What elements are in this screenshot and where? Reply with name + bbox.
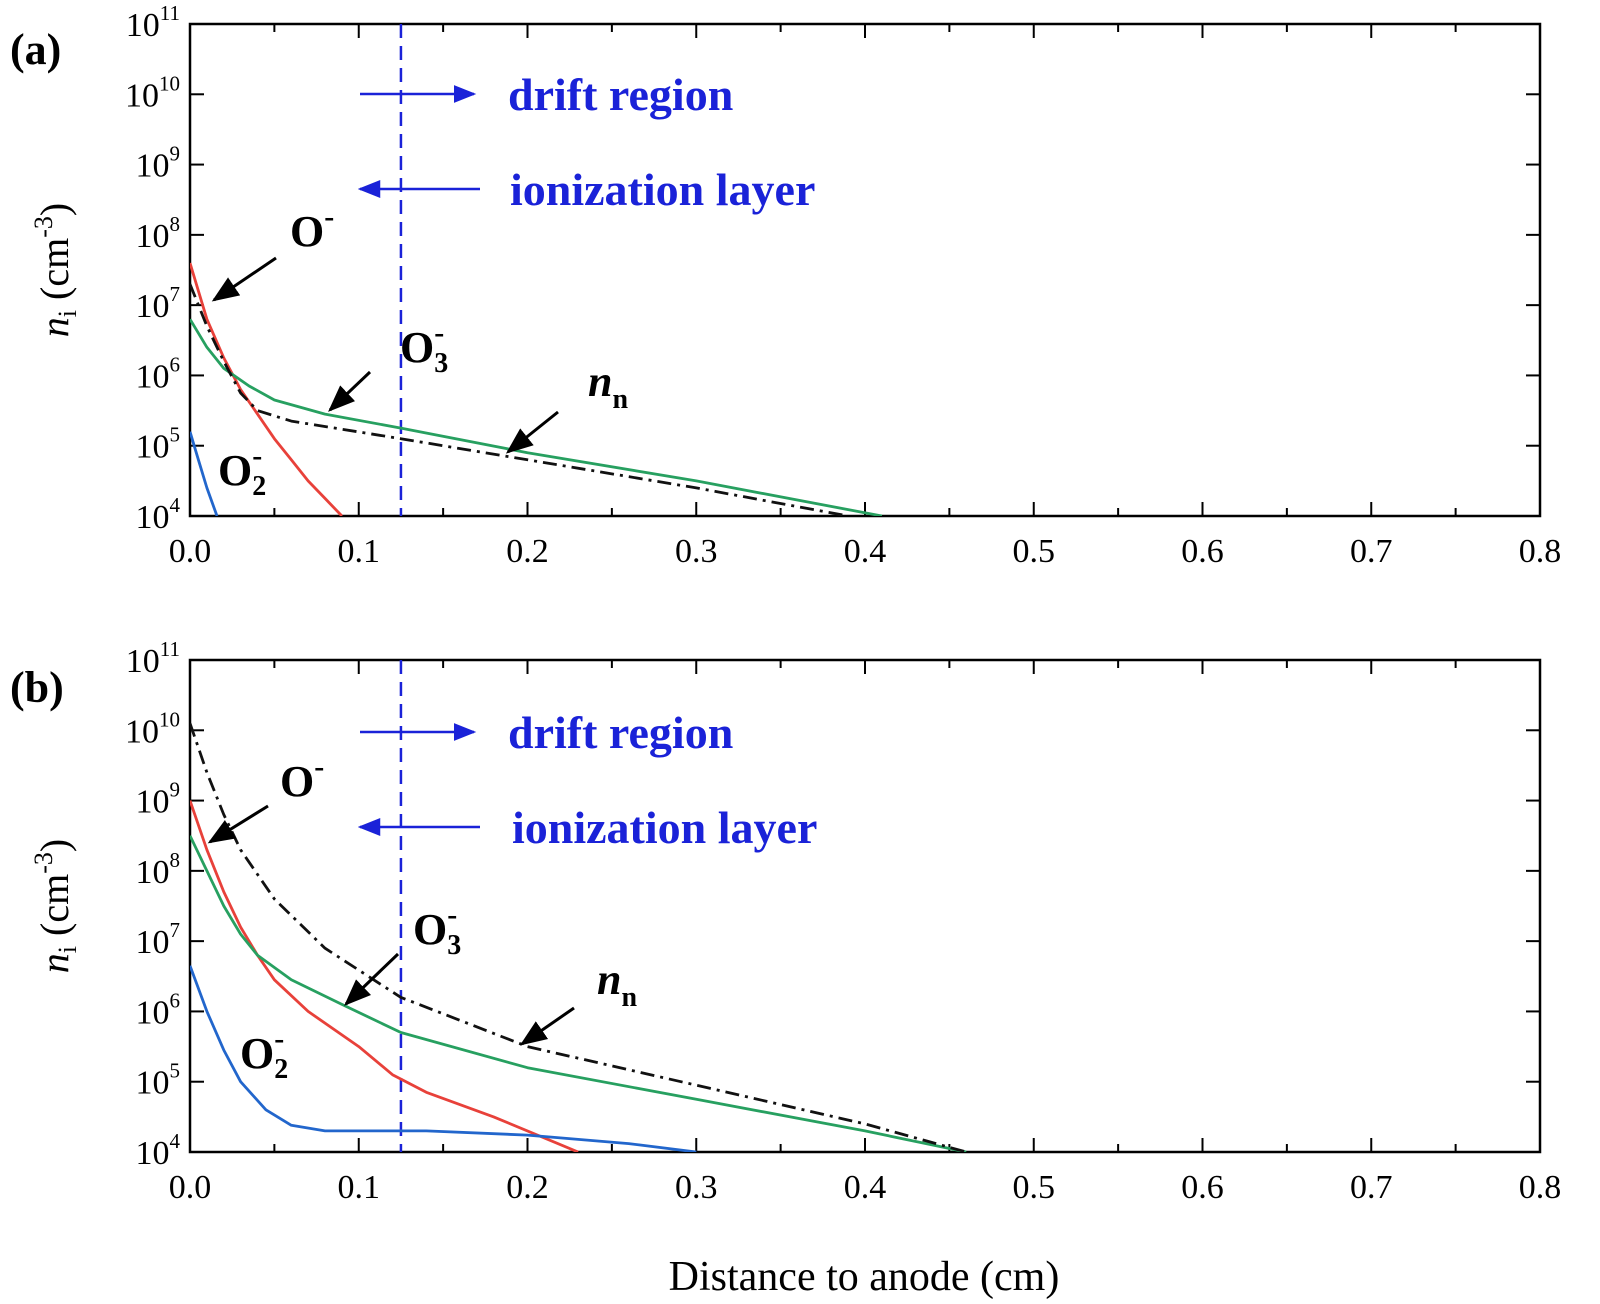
species-pointer-arrow (344, 952, 400, 1006)
y-tick-label: 105 (136, 423, 181, 466)
y-tick-label: 1011 (126, 637, 180, 680)
y-tick-label: 106 (136, 988, 181, 1031)
panel-b: 0.0 0.1 0.2 0.3 0.4 0.5 0.6 0.7 0.8 104 105 106 107 1… (10, 637, 1561, 1206)
panels: 0.0 0.1 0.2 0.3 0.4 0.5 0.6 0.7 0.8 104 105 106 107 1… (10, 1, 1561, 1206)
x-axis-label: Distance to anode (cm) (669, 1254, 1060, 1300)
x-tick-label: 0.0 (169, 1169, 212, 1206)
plot-frame (188, 658, 1542, 1154)
x-tick-label: 0.5 (1013, 533, 1056, 570)
x-tick-label: 0.4 (844, 1169, 887, 1206)
y-axis-label: ni (cm-3) (29, 203, 82, 337)
x-tick-label: 0.1 (338, 533, 381, 570)
x-tick-label: 0.4 (844, 533, 887, 570)
series-line-nn (190, 283, 849, 516)
x-tick-label: 0.7 (1350, 1169, 1393, 1206)
drift-region-text: drift region (508, 707, 733, 758)
species-pointer-arrow (211, 256, 277, 302)
y-tick-label: 108 (136, 212, 181, 255)
drift-region-text: drift region (508, 69, 733, 120)
x-tick-label: 0.8 (1519, 533, 1562, 570)
y-tick-label: 1010 (125, 71, 180, 114)
x-tick-label: 0.5 (1013, 1169, 1056, 1206)
y-tick-label: 107 (136, 918, 181, 961)
series-line-o2-ion (190, 431, 219, 516)
x-tick-label: 0.2 (506, 533, 549, 570)
species-label: O-3 (400, 316, 448, 379)
species-label: O-2 (218, 439, 266, 502)
x-tick-label: 0.3 (675, 1169, 718, 1206)
panel-label: (a) (10, 25, 61, 74)
species-label: O- (290, 200, 334, 256)
species-pointer-arrow (519, 1006, 575, 1046)
y-tick-label: 104 (136, 1129, 181, 1172)
ionization-layer-text: ionization layer (512, 802, 817, 853)
y-tick-label: 109 (136, 142, 181, 185)
y-axis-label: ni (cm-3) (29, 839, 82, 973)
series-line-nn (190, 722, 967, 1152)
y-tick-label: 107 (136, 282, 181, 325)
x-tick-label: 0.3 (675, 533, 718, 570)
y-tick-label: 106 (136, 352, 181, 395)
species-label: O-2 (240, 1022, 288, 1085)
series-line-o3-ion (190, 835, 967, 1152)
y-tick-label: 109 (136, 778, 181, 821)
x-tick-label: 0.1 (338, 1169, 381, 1206)
y-tick-label: 105 (136, 1059, 181, 1102)
series-line-o-ion (190, 800, 579, 1152)
species-label: O-3 (413, 898, 461, 961)
species-label: O- (280, 750, 324, 806)
y-tick-label: 108 (136, 848, 181, 891)
y-tick-label: 104 (136, 493, 181, 536)
species-pointer-arrow (207, 804, 269, 844)
panel-a: 0.0 0.1 0.2 0.3 0.4 0.5 0.6 0.7 0.8 104 105 106 107 1… (10, 1, 1561, 570)
series-line-o3-ion (190, 318, 883, 516)
x-tick-label: 0.6 (1181, 533, 1224, 570)
species-label: nn (597, 955, 637, 1013)
series-line-o-ion (190, 262, 343, 516)
plot-frame (188, 22, 1542, 518)
series-group (190, 262, 883, 516)
x-tick-label: 0.2 (506, 1169, 549, 1206)
x-tick-label: 0.7 (1350, 533, 1393, 570)
x-tick-label: 0.6 (1181, 1169, 1224, 1206)
species-pointer-arrow (328, 370, 372, 412)
x-tick-label: 0.0 (169, 533, 212, 570)
ionization-layer-text: ionization layer (510, 164, 815, 215)
y-tick-label: 1010 (125, 707, 180, 750)
series-group (190, 722, 967, 1152)
y-tick-label: 1011 (126, 1, 180, 44)
x-tick-label: 0.8 (1519, 1169, 1562, 1206)
series-line-o2-ion (190, 965, 697, 1152)
panel-label: (b) (10, 663, 64, 712)
species-pointer-arrow (505, 410, 559, 454)
species-label: nn (588, 357, 628, 415)
